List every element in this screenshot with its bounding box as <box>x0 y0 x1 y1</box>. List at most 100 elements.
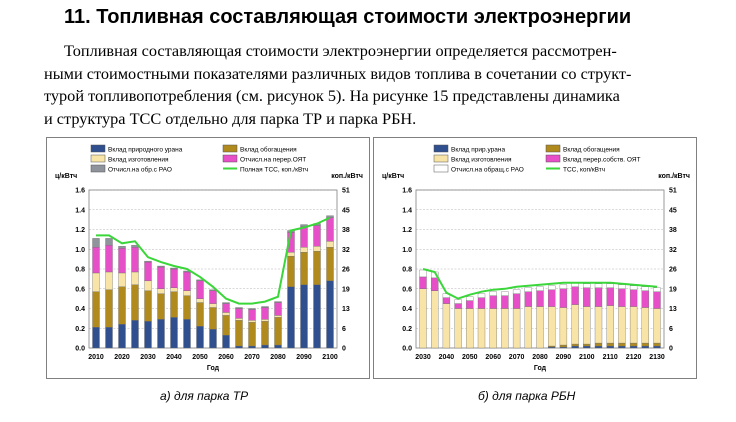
legend-swatch <box>222 154 238 163</box>
paragraph-line: Топливная составляющая стоимости электро… <box>64 41 617 60</box>
caption-tr: а) для парка ТР <box>160 389 249 403</box>
section-heading: 11. Топливная составляющая стоимости эле… <box>64 6 632 28</box>
bar-segment <box>477 293 486 298</box>
bar-segment <box>92 291 100 328</box>
y-axis-title-left: ц/кВтч <box>382 173 404 180</box>
legend-swatch <box>90 154 106 163</box>
x-tick-label: 2070 <box>509 354 525 361</box>
bar-segment <box>287 252 295 257</box>
caption-rbn: б) для парка РБН <box>478 389 576 403</box>
paragraph-line: турой топливопотребления (см. рисунок 5)… <box>44 86 620 105</box>
x-tick-label: 2020 <box>114 354 130 361</box>
bar-segment <box>536 290 544 307</box>
bar-segment <box>105 245 113 273</box>
bar-segment <box>183 271 191 291</box>
bar-segment <box>222 334 230 349</box>
bar-segment <box>118 248 126 274</box>
y-tick-label: 1.2 <box>402 227 412 234</box>
y-tick-label: 1.4 <box>75 207 85 214</box>
bar-segment <box>196 280 204 299</box>
bar-segment <box>512 308 521 349</box>
y-axis-title-left: ц/кВтч <box>55 173 77 180</box>
bar-segment <box>183 290 191 296</box>
bar-segment <box>248 322 256 347</box>
x-tick-label: 2040 <box>439 354 455 361</box>
paragraph-line: и структура ТСС отдельно для парка ТР и … <box>44 108 417 128</box>
y-tick-label: 0.8 <box>402 267 412 274</box>
bar-segment <box>606 345 614 349</box>
y-tick-label: 1.4 <box>402 207 412 214</box>
y-axis-title-right: коп./кВтч <box>331 173 363 180</box>
bar-segment <box>196 298 204 303</box>
legend-label: Отчисл.на перер.ОЯТ <box>240 157 306 164</box>
bar-segment <box>618 288 626 307</box>
bar-segment <box>105 271 113 290</box>
bar-segment <box>548 306 556 347</box>
bar-segment <box>300 226 308 248</box>
bar-segment <box>170 268 178 288</box>
bar-segment <box>92 247 100 274</box>
bar-segment <box>300 252 308 285</box>
bar-segment <box>559 344 568 348</box>
bar-segment <box>594 283 603 288</box>
bar-segment <box>583 283 591 288</box>
y-tick-label-right: 32 <box>342 247 350 254</box>
bar-segment <box>571 304 579 345</box>
bar-segment <box>248 345 256 349</box>
bar-segment <box>641 290 649 308</box>
bar-segment <box>248 320 256 323</box>
y-tick-label-right: 19 <box>669 286 677 293</box>
bar-segment <box>326 215 334 218</box>
y-tick-label-right: 45 <box>342 207 350 214</box>
bar-segment <box>131 320 139 349</box>
y-tick-label-right: 0 <box>342 346 346 353</box>
total-line <box>422 268 658 300</box>
bar-segment <box>594 306 603 344</box>
bar-segment <box>442 297 451 304</box>
bar-segment <box>300 247 308 253</box>
bar-segment <box>170 317 178 349</box>
bar-segment <box>222 315 230 336</box>
x-tick-label: 2080 <box>532 354 548 361</box>
legend-label: Вклад прир.урана <box>451 147 505 154</box>
bar-segment <box>653 291 661 309</box>
paragraph-line: ными стоимостными показателями различных… <box>44 63 632 83</box>
bar-segment <box>222 303 230 313</box>
bar-segment <box>548 289 556 307</box>
y-tick-label: 1.6 <box>75 188 85 195</box>
x-tick-label: 2080 <box>270 354 286 361</box>
x-tick-label: 2100 <box>322 354 338 361</box>
bar-segment <box>261 319 269 322</box>
x-tick-label: 2090 <box>556 354 572 361</box>
bar-segment <box>466 308 474 349</box>
bar-segment <box>536 286 544 291</box>
y-tick-label: 0.0 <box>402 346 412 353</box>
bar-segment <box>222 312 230 316</box>
total-line <box>96 216 331 305</box>
bar-segment <box>313 284 321 349</box>
x-tick-label: 2070 <box>244 354 260 361</box>
bar-segment <box>326 241 334 248</box>
legend-label: Вклад обогащения <box>240 146 297 154</box>
chart-panel-rbn: Вклад прир.урана Вклад обогащения Вклад из… <box>373 137 697 379</box>
bar-segment <box>157 288 165 294</box>
bar-segment <box>606 305 614 344</box>
bar-segment <box>326 217 334 242</box>
bar-segment <box>274 301 282 303</box>
bar-segment <box>209 290 217 304</box>
legend-label: Вклад природного урана <box>108 147 183 154</box>
bar-segment <box>287 286 295 349</box>
y-tick-label: 0.4 <box>402 306 412 313</box>
y-tick-label-right: 13 <box>342 306 350 313</box>
bar-segment <box>606 287 614 306</box>
x-tick-label: 2060 <box>485 354 501 361</box>
bar-segment <box>326 280 334 349</box>
bar-segment <box>419 269 427 278</box>
bar-segment <box>641 286 649 291</box>
bar-segment <box>157 265 165 268</box>
bar-segment <box>157 319 165 349</box>
bar-segment <box>118 272 126 287</box>
legend-swatch <box>433 154 449 163</box>
bar-segment <box>274 344 282 349</box>
bar-segment <box>209 307 217 330</box>
